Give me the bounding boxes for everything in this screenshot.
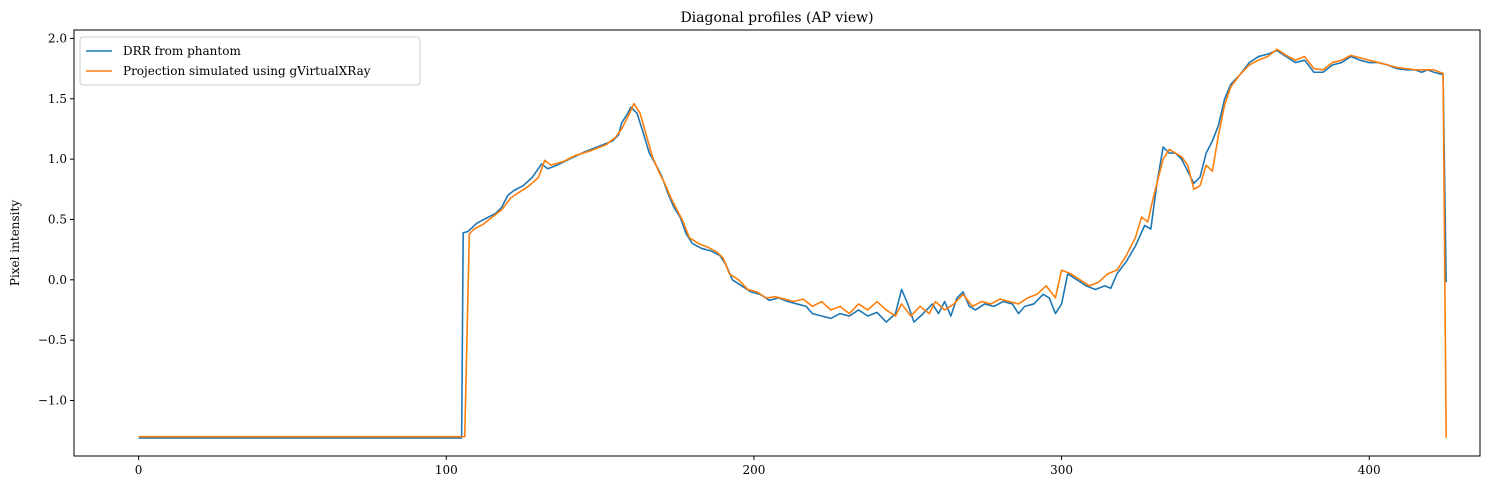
x-tick-label: 200 bbox=[742, 463, 765, 477]
y-tick-label: −1.0 bbox=[38, 393, 67, 407]
y-tick-label: 0.0 bbox=[48, 273, 67, 287]
x-axis-ticks: 0 100 200 300 400 bbox=[135, 456, 1381, 477]
y-tick-label: 1.5 bbox=[48, 92, 67, 106]
legend-box bbox=[79, 36, 421, 86]
y-axis-ticks: −1.0 −0.5 0.0 0.5 1.0 1.5 2.0 bbox=[38, 31, 74, 407]
series-layer bbox=[138, 48, 1447, 439]
x-tick-label: 400 bbox=[1358, 463, 1381, 477]
legend-label: Projection simulated using gVirtualXRay bbox=[123, 64, 371, 78]
y-tick-label: 1.0 bbox=[48, 152, 67, 166]
x-tick-label: 300 bbox=[1050, 463, 1073, 477]
legend: DRR from phantom Projection simulated usi… bbox=[79, 36, 421, 86]
y-tick-label: 0.5 bbox=[48, 212, 67, 226]
y-axis-label: Pixel intensity bbox=[8, 200, 22, 286]
series-line-1 bbox=[138, 49, 1447, 439]
y-tick-label: 2.0 bbox=[48, 31, 67, 45]
x-tick-label: 0 bbox=[135, 463, 143, 477]
series-line-2 bbox=[138, 48, 1447, 438]
plot-frame bbox=[73, 29, 1481, 457]
x-tick-label: 100 bbox=[435, 463, 458, 477]
legend-label: DRR from phantom bbox=[123, 44, 241, 58]
y-tick-label: −0.5 bbox=[38, 333, 67, 347]
chart-title: Diagonal profiles (AP view) bbox=[680, 10, 873, 26]
